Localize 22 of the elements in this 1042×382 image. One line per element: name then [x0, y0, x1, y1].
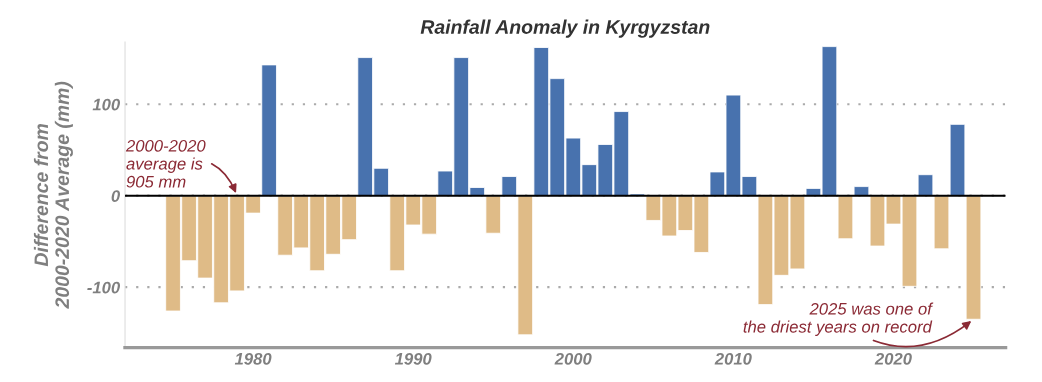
x-tick-label: 2000 [554, 352, 592, 365]
y-axis-title: Difference from 2000-2020 Average (mm) [33, 81, 73, 309]
bar [501, 176, 518, 197]
annotation: 2000-2020 average is 905 mm [125, 139, 206, 188]
bar [965, 195, 982, 320]
x-tick-label: 2020 [874, 352, 912, 365]
chart-title: Rainfall Anomaly in Kyrgyzstan [420, 19, 710, 38]
bar [949, 123, 966, 197]
y-tick-label: 100 [92, 98, 121, 111]
bar [485, 195, 502, 234]
bar [917, 174, 934, 197]
x-tick-label: 1990 [394, 352, 432, 365]
bar [933, 195, 950, 250]
bar [517, 195, 534, 336]
bar [261, 64, 277, 197]
x-tick-label: 2010 [714, 352, 752, 365]
bar [853, 186, 870, 197]
annotation: 2025 was one of the driest years on record [743, 302, 934, 336]
bar [837, 195, 854, 240]
y-tick-label: 0 [111, 190, 121, 202]
y-tick-label: -100 [87, 281, 121, 294]
x-tick-label: 1980 [234, 352, 272, 365]
